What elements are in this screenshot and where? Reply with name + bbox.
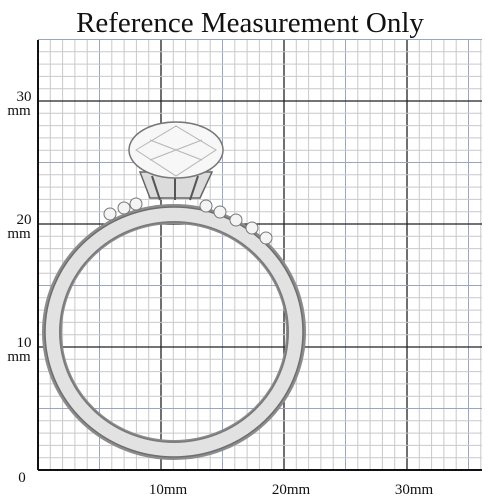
origin-label: 0 xyxy=(18,470,26,486)
y-label-unit: mm xyxy=(7,349,31,365)
ring-outer-edge xyxy=(44,206,304,458)
ring-inner-edge xyxy=(59,221,289,443)
ring xyxy=(42,121,306,460)
side-stone xyxy=(259,231,273,245)
title: Reference Measurement Only xyxy=(76,7,424,39)
side-stone xyxy=(117,201,131,215)
y-label-number: 20 xyxy=(17,212,32,228)
y-label-unit: mm xyxy=(7,103,31,119)
ring-band xyxy=(45,207,303,457)
side-stone xyxy=(229,213,243,227)
stone-facets xyxy=(135,125,217,177)
y-label-unit: mm xyxy=(7,226,31,242)
x-label: 20mm xyxy=(272,482,311,498)
side-stone xyxy=(199,199,213,213)
side-stone xyxy=(245,221,259,235)
prongs xyxy=(151,175,199,201)
x-label: 30mm xyxy=(395,482,434,498)
y-label-number: 30 xyxy=(17,89,32,105)
side-stone xyxy=(213,205,227,219)
y-label-number: 10 xyxy=(17,335,32,351)
side-stones xyxy=(103,197,273,245)
x-label: 10mm xyxy=(149,482,188,498)
side-stone xyxy=(103,207,117,221)
side-stone xyxy=(129,197,143,211)
